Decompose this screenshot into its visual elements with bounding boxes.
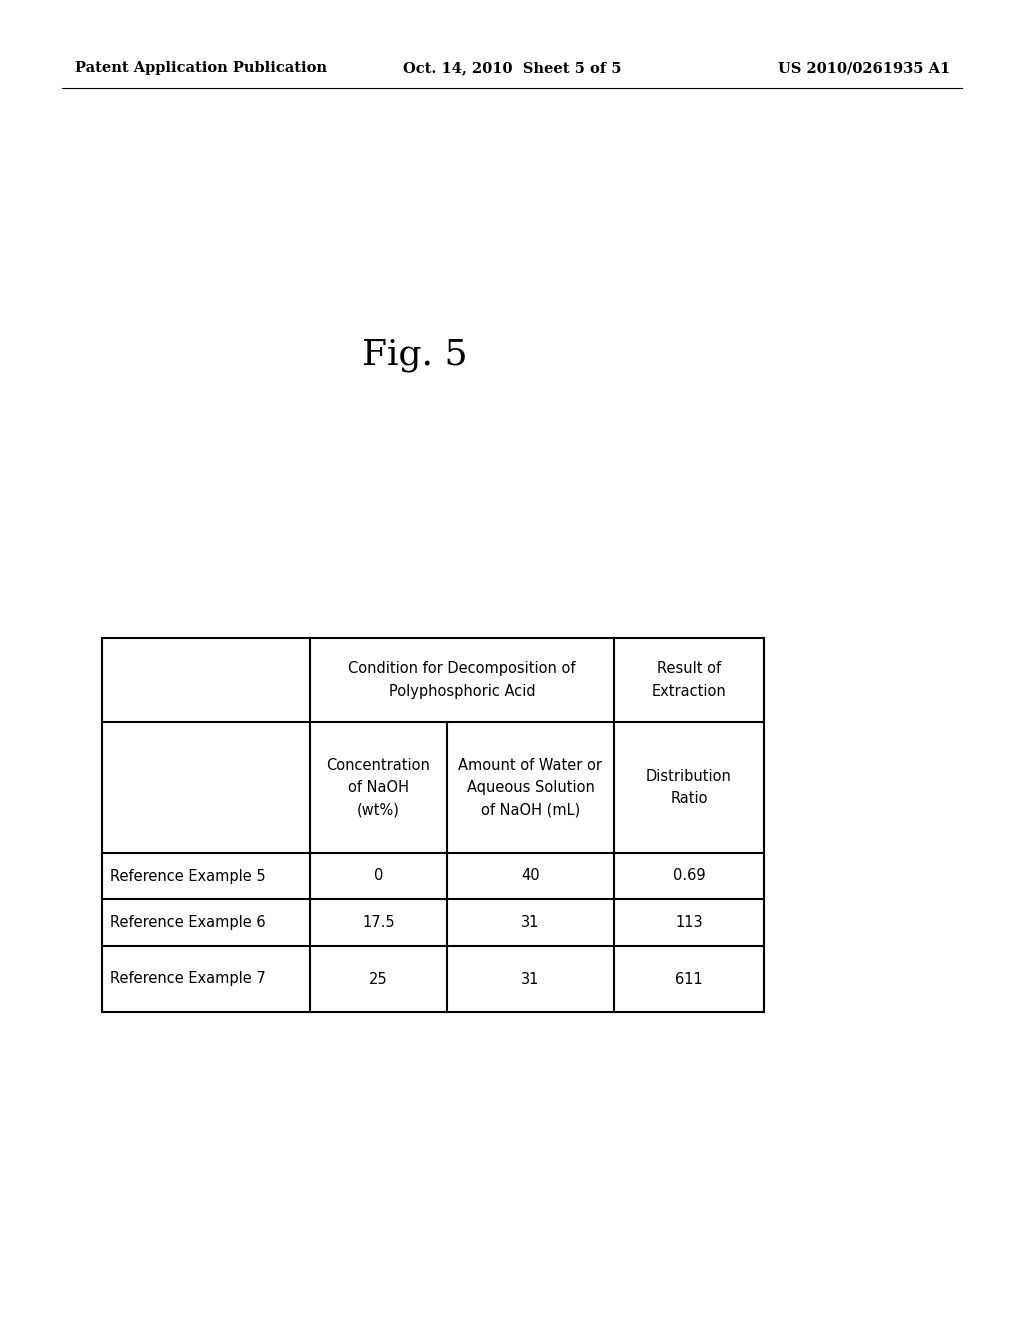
Text: Distribution
Ratio: Distribution Ratio [646,768,732,807]
Text: 0: 0 [374,869,383,883]
Text: Result of
Extraction: Result of Extraction [651,661,726,698]
Text: Amount of Water or
Aqueous Solution
of NaOH (mL): Amount of Water or Aqueous Solution of N… [459,758,602,817]
Text: 40: 40 [521,869,540,883]
Text: Fig. 5: Fig. 5 [362,338,468,372]
Text: 25: 25 [370,972,388,986]
Text: 31: 31 [521,915,540,931]
Text: Condition for Decomposition of
Polyphosphoric Acid: Condition for Decomposition of Polyphosp… [348,661,575,698]
Text: 0.69: 0.69 [673,869,706,883]
Text: 611: 611 [675,972,702,986]
Text: Concentration
of NaOH
(wt%): Concentration of NaOH (wt%) [327,758,430,817]
Text: Oct. 14, 2010  Sheet 5 of 5: Oct. 14, 2010 Sheet 5 of 5 [402,61,622,75]
Text: Patent Application Publication: Patent Application Publication [75,61,327,75]
Text: Reference Example 7: Reference Example 7 [110,972,266,986]
Text: Reference Example 5: Reference Example 5 [110,869,265,883]
Text: 113: 113 [675,915,702,931]
Text: 17.5: 17.5 [362,915,395,931]
Text: Reference Example 6: Reference Example 6 [110,915,265,931]
Bar [102,638,764,1012]
Text: US 2010/0261935 A1: US 2010/0261935 A1 [778,61,950,75]
Text: 31: 31 [521,972,540,986]
